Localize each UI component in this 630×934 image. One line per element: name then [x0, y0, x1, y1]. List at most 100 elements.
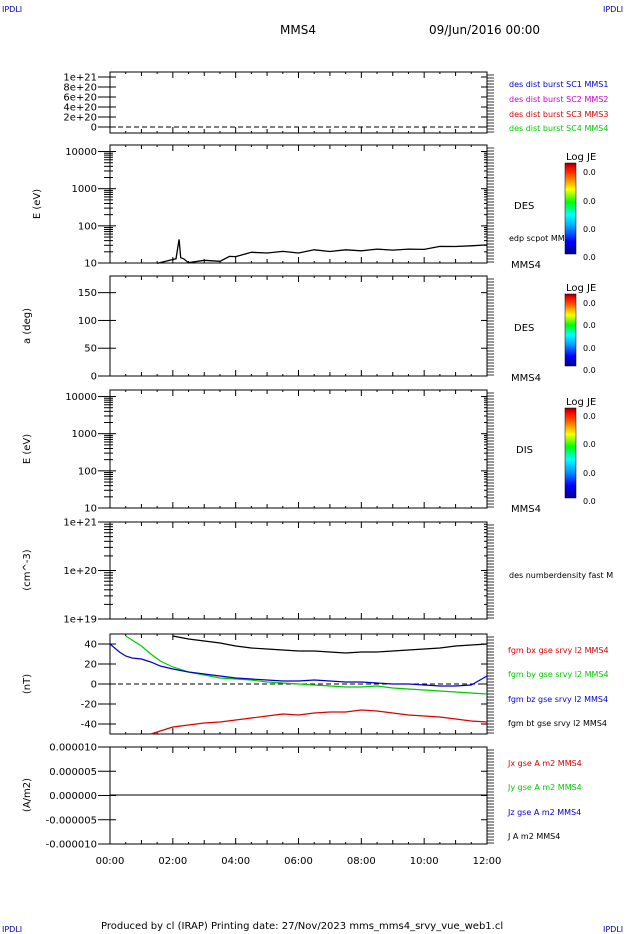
- series-bx-line: [150, 709, 488, 735]
- x-tick-label: 04:00: [221, 856, 250, 867]
- colorbar-title: Log JE: [566, 283, 596, 294]
- colorbar-label: 0.0: [583, 440, 596, 449]
- y-axis-label: E (eV): [22, 434, 33, 464]
- legend-jx: Jx gse A m2 MMS4: [507, 759, 582, 768]
- colorbar-label: 0.0: [583, 412, 596, 421]
- y-tick-label: 1000: [72, 429, 97, 440]
- colorbar-label: 0.0: [583, 299, 596, 308]
- y-axis-label: (A/m2): [22, 778, 33, 812]
- panel-frame: [109, 521, 488, 620]
- spacecraft-label: MMS4: [511, 373, 541, 384]
- instrument-label: DIS: [516, 445, 533, 456]
- legend-bt: fgm bt gse srvy l2 MMS4: [508, 719, 607, 728]
- panel-des-pitch-angle: 150 100 50 0 a (deg) DES MMS4 Log JE 0.0 0.…: [22, 275, 596, 384]
- instrument-label: DES: [514, 201, 534, 212]
- y-tick-label: -40: [81, 720, 97, 731]
- colorbar-title: Log JE: [566, 152, 596, 163]
- y-tick-label: 100: [78, 466, 97, 477]
- legend-mms1: des dist burst SC1 MMS1: [509, 80, 608, 89]
- legend-by: fgm by gse srvy l2 MMS4: [508, 670, 609, 679]
- y-tick-label: 1e+21: [63, 73, 97, 84]
- corner-label-bottom-left: IPDLI: [2, 925, 22, 934]
- y-tick-label: -20: [81, 700, 97, 711]
- y-tick-label: 50: [84, 344, 97, 355]
- y-tick-label: 0: [91, 372, 97, 383]
- spacecraft-label: MMS4: [511, 260, 541, 271]
- panel-frame: [109, 275, 488, 377]
- colorbar-label: 0.0: [583, 321, 596, 330]
- y-tick-label: 0: [91, 123, 97, 134]
- corner-label-top-right: IPDLI: [603, 5, 623, 14]
- panel-frame: [109, 71, 488, 134]
- colorbar-gradient: [564, 293, 577, 367]
- panel-frame: [109, 389, 488, 509]
- panel-current-density: 0.000010 0.000005 0.000000 -0.000005 -0.0000…: [22, 743, 582, 851]
- y-axis-label: (cm^-3): [22, 549, 33, 590]
- x-tick-label: 08:00: [347, 856, 376, 867]
- spacecraft-label: MMS4: [511, 504, 541, 515]
- colorbar-label: 0.0: [583, 469, 596, 478]
- y-tick-label: 1e+19: [63, 615, 97, 626]
- panel-frame: [109, 144, 488, 264]
- y-tick-label: 100: [78, 221, 97, 232]
- colorbar-label: 0.0: [583, 497, 596, 506]
- y-tick-label: 20: [84, 660, 97, 671]
- x-tick-label: 10:00: [410, 856, 439, 867]
- panel-des-energy: 10000 1000 100 10 E (eV) DES edp scpot MMS4…: [32, 144, 596, 271]
- y-tick-label: 8e+20: [63, 83, 97, 94]
- y-tick-label: -0.000005: [46, 815, 97, 826]
- legend-mms3: des dist burst SC3 MMS3: [509, 110, 608, 119]
- y-tick-label: 100: [78, 316, 97, 327]
- series-edp-scpot: [156, 239, 488, 265]
- footer-credits: Produced by cl (IRAP) Printing date: 27/…: [101, 921, 503, 932]
- y-tick-label: 1e+21: [63, 518, 97, 529]
- y-tick-label: -0.000010: [46, 840, 97, 851]
- y-tick-label: 0.000010: [49, 743, 97, 754]
- legend-bz: fgm bz gse srvy l2 MMS4: [508, 695, 608, 704]
- legend-bx: fgm bx gse srvy l2 MMS4: [508, 646, 609, 655]
- y-tick-label: 1000: [72, 184, 97, 195]
- series-by-line: [125, 635, 488, 695]
- y-tick-label: 2e+20: [63, 113, 97, 124]
- x-tick-label: 06:00: [284, 856, 313, 867]
- y-tick-label: 150: [78, 288, 97, 299]
- colorbar-label: 0.0: [583, 366, 596, 375]
- y-tick-label: 4e+20: [63, 103, 97, 114]
- instrument-label: DES: [514, 323, 534, 334]
- y-tick-label: 0: [91, 680, 97, 691]
- x-tick-label: 12:00: [473, 856, 502, 867]
- colorbar-gradient: [564, 407, 577, 499]
- legend-jz: Jz gse A m2 MMS4: [507, 808, 581, 817]
- x-tick-label: 02:00: [158, 856, 187, 867]
- panel-number-density: 1e+21 1e+20 1e+19 (cm^-3) des numberdensit…: [22, 518, 613, 626]
- colorbar-label: 0.0: [583, 225, 596, 234]
- colorbar-label: 0.0: [583, 344, 596, 353]
- colorbar: Log JE 0.0 0.0 0.0 0.0: [564, 397, 596, 506]
- colorbar-label: 0.0: [583, 168, 596, 177]
- series-bz-line: [109, 643, 488, 687]
- overlay-label: edp scpot MMS4: [509, 234, 575, 243]
- y-tick-label: 6e+20: [63, 93, 97, 104]
- y-tick-label: 10: [84, 504, 97, 515]
- colorbar-label: 0.0: [583, 253, 596, 262]
- corner-label-top-left: IPDLI: [2, 5, 22, 14]
- colorbar-label: 0.0: [583, 197, 596, 206]
- legend-mms2: des dist burst SC2 MMS2: [509, 95, 608, 104]
- y-tick-label: 40: [84, 640, 97, 651]
- panel-dis-energy: 10000 1000 100 10 E (eV) DIS MMS4 Log JE 0.…: [22, 389, 596, 515]
- corner-label-bottom-right: IPDLI: [603, 925, 623, 934]
- colorbar: Log JE 0.0 0.0 0.0 0.0: [564, 152, 596, 262]
- y-tick-label: 0.000005: [49, 767, 97, 778]
- colorbar: Log JE 0.0 0.0 0.0 0.0: [564, 283, 596, 375]
- y-tick-label: 1e+20: [63, 566, 97, 577]
- legend-mms4: des dist burst SC4 MMS4: [509, 124, 608, 133]
- y-tick-label: 0.000000: [49, 791, 97, 802]
- y-tick-label: 10000: [65, 392, 97, 403]
- colorbar-title: Log JE: [566, 397, 596, 408]
- y-axis-label: E (eV): [32, 189, 43, 219]
- y-axis-label: a (deg): [22, 308, 33, 344]
- x-axis-tick-labels: 00:00 02:00 04:00 06:00 08:00 10:00 12:00: [96, 856, 502, 867]
